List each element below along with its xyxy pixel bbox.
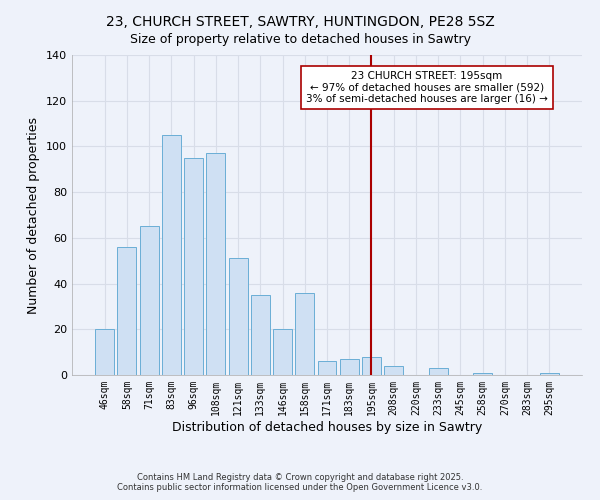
Text: 23, CHURCH STREET, SAWTRY, HUNTINGDON, PE28 5SZ: 23, CHURCH STREET, SAWTRY, HUNTINGDON, P… [106,15,494,29]
Bar [251,295,270,375]
Bar [362,356,381,375]
Bar [206,154,225,375]
Bar [295,292,314,375]
Bar [429,368,448,375]
Y-axis label: Number of detached properties: Number of detached properties [28,116,40,314]
Bar [473,372,492,375]
Bar [229,258,248,375]
Text: 23 CHURCH STREET: 195sqm
← 97% of detached houses are smaller (592)
3% of semi-d: 23 CHURCH STREET: 195sqm ← 97% of detach… [306,71,548,104]
Bar [384,366,403,375]
Bar [273,330,292,375]
Text: Size of property relative to detached houses in Sawtry: Size of property relative to detached ho… [130,32,470,46]
Bar [317,362,337,375]
Bar [540,372,559,375]
Bar [95,330,114,375]
Bar [184,158,203,375]
Text: Contains HM Land Registry data © Crown copyright and database right 2025.
Contai: Contains HM Land Registry data © Crown c… [118,473,482,492]
Bar [118,247,136,375]
X-axis label: Distribution of detached houses by size in Sawtry: Distribution of detached houses by size … [172,420,482,434]
Bar [162,135,181,375]
Bar [340,359,359,375]
Bar [140,226,158,375]
